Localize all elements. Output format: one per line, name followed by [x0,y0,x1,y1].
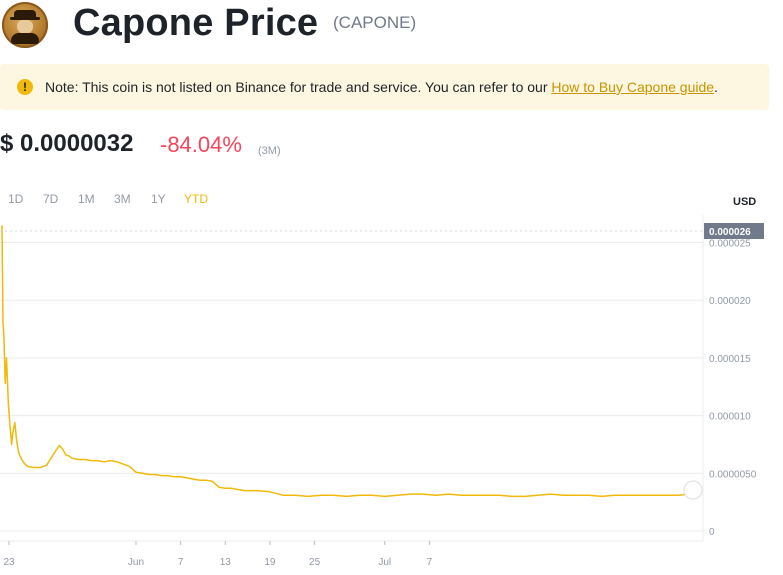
x-tick-label: 25 [309,557,321,568]
x-tick-label: 13 [220,557,232,568]
price-change-percent: -84.04% [160,132,242,157]
y-tick-label: 0.000025 [709,239,751,250]
price-series-line [1,225,692,498]
not-listed-notice: ! Note: This coin is not listed on Binan… [0,64,769,110]
tab-7d[interactable]: 7D [43,192,59,206]
tab-3m[interactable]: 3M [114,192,131,206]
tab-ytd[interactable]: YTD [184,192,208,206]
tab-1m[interactable]: 1M [78,192,95,206]
coin-symbol: (CAPONE) [333,13,417,32]
tab-1y[interactable]: 1Y [151,192,166,206]
page-title: Capone Price [73,2,319,44]
current-value-badge [704,223,764,239]
y-tick-label: 0.000020 [709,296,751,307]
x-tick-label: 7 [178,557,184,568]
page-header: Capone Price (CAPONE) [0,0,783,56]
x-tick-label: Jul [378,557,391,568]
x-tick-label: Jun [128,557,144,568]
tab-1d[interactable]: 1D [8,192,24,206]
current-value-label: 0.000026 [709,227,751,238]
change-period: (3M) [258,145,281,157]
x-tick-label: 19 [264,557,276,568]
price-chart[interactable]: 0.000025 0.000020 0.000015 0.000010 0.000005… [0,215,783,575]
y-tick-label: 0 [709,527,715,538]
current-price: $ 0.0000032 [0,130,134,157]
y-tick-label: 0.0000050 [709,469,757,480]
capone-coin-logo-icon [2,2,48,48]
how-to-buy-guide-link[interactable]: How to Buy Capone guide [551,79,715,95]
chart-end-marker [683,480,703,500]
y-tick-label: 0.000015 [709,354,751,365]
x-tick-label: 7 [427,557,433,568]
notice-text: Note: This coin is not listed on Binance… [45,79,718,95]
warning-icon: ! [17,79,33,95]
x-tick-label: 23 [3,557,15,568]
y-tick-label: 0.000010 [709,412,751,423]
currency-label: USD [733,196,757,208]
